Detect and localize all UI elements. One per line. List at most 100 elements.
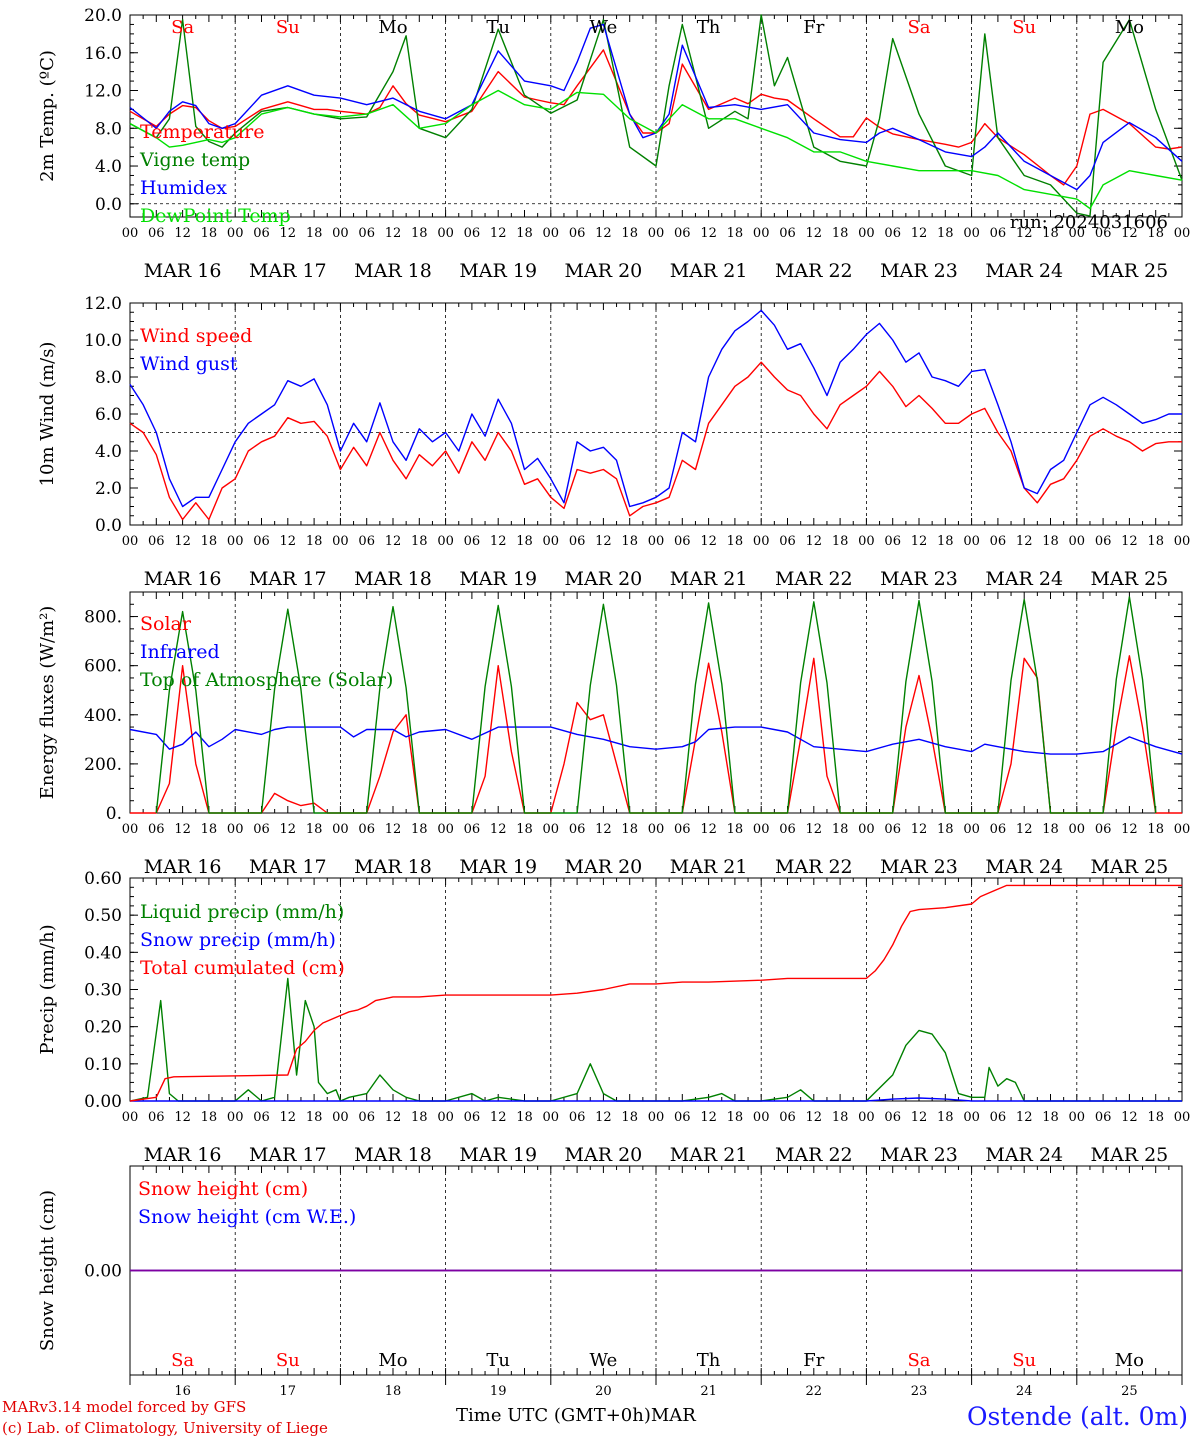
hour-tick-label: 12: [490, 1110, 507, 1125]
date-label: MAR 16: [144, 260, 222, 282]
date-label: MAR 24: [985, 260, 1063, 282]
hour-tick-label: 12: [700, 534, 717, 549]
date-label: MAR 21: [670, 1144, 748, 1166]
date-label: MAR 20: [565, 856, 643, 878]
hour-tick-label: 06: [148, 822, 165, 837]
hour-tick-label: 18: [937, 1110, 954, 1125]
hour-tick-label: 18: [727, 534, 744, 549]
hour-tick-label: 18: [201, 534, 218, 549]
hour-tick-label: 12: [385, 822, 402, 837]
hour-tick-label: 18: [621, 1110, 638, 1125]
date-label: MAR 21: [670, 260, 748, 282]
hour-tick-label: 00: [437, 822, 454, 837]
hour-tick-label: 18: [937, 226, 954, 241]
hour-tick-label: 00: [963, 226, 980, 241]
series-line-humidex: [129, 23, 1183, 191]
hour-tick-label: 12: [490, 534, 507, 549]
date-label: MAR 25: [1091, 260, 1169, 282]
hour-tick-label: 00: [1174, 534, 1191, 549]
weekday-label: Mo: [1115, 17, 1144, 38]
hour-tick-label: 00: [332, 1110, 349, 1125]
hour-tick-label: 06: [569, 822, 586, 837]
legend-entry: Snow height (cm W.E.): [138, 1206, 356, 1228]
hour-tick-label: 12: [806, 1110, 823, 1125]
y-tick-label: 0.20: [84, 1018, 122, 1038]
hour-tick-label: 18: [306, 534, 323, 549]
hour-tick-label: 00: [648, 1110, 665, 1125]
y-tick-label: 6.0: [95, 405, 122, 425]
series-line-snow-precip-mm-h-: [130, 1097, 1182, 1102]
legend-entry: Snow height (cm): [138, 1178, 308, 1200]
date-label: MAR 19: [459, 568, 537, 590]
hour-tick-label: 00: [122, 822, 139, 837]
hour-tick-label: 12: [700, 226, 717, 241]
y-tick-label: 0.10: [84, 1055, 122, 1075]
hour-tick-label: 00: [1069, 1110, 1086, 1125]
hour-tick-label: 18: [1042, 1110, 1059, 1125]
hour-tick-label: 00: [227, 534, 244, 549]
hour-tick-label: 06: [674, 534, 691, 549]
y-axis-label: 2m Temp. (ºC): [37, 50, 58, 182]
day-number-label: 19: [490, 1384, 507, 1399]
hour-tick-label: 12: [1121, 1110, 1138, 1125]
y-tick-label: 8.0: [95, 119, 122, 139]
hour-tick-label: 12: [174, 534, 191, 549]
weekday-label: We: [590, 1350, 618, 1371]
date-label: MAR 18: [354, 568, 432, 590]
y-tick-label: 0.0: [95, 195, 122, 215]
hour-tick-label: 00: [753, 1110, 770, 1125]
weekday-label: Fr: [803, 1350, 824, 1371]
hour-tick-label: 00: [648, 534, 665, 549]
date-label: MAR 22: [775, 856, 853, 878]
y-tick-label: 0.: [106, 804, 122, 824]
date-label: MAR 24: [985, 1144, 1063, 1166]
hour-tick-label: 06: [990, 1110, 1007, 1125]
hour-tick-label: 06: [1095, 822, 1112, 837]
hour-tick-label: 12: [174, 822, 191, 837]
y-axis-label: Energy fluxes (W/m²): [37, 606, 58, 800]
date-label: MAR 22: [775, 568, 853, 590]
hour-tick-label: 06: [1095, 226, 1112, 241]
legend-entry: Infrared: [140, 641, 220, 663]
date-label: MAR 17: [249, 568, 327, 590]
hour-tick-label: 00: [543, 822, 560, 837]
hour-tick-label: 12: [806, 226, 823, 241]
hour-tick-label: 06: [884, 822, 901, 837]
date-label: MAR 22: [775, 1144, 853, 1166]
hour-tick-label: 12: [385, 1110, 402, 1125]
weekday-label: Su: [1012, 1350, 1036, 1371]
hour-tick-label: 06: [779, 226, 796, 241]
hour-tick-label: 12: [385, 534, 402, 549]
hour-tick-label: 00: [122, 1110, 139, 1125]
hour-tick-label: 06: [569, 226, 586, 241]
weekday-label: Su: [276, 17, 300, 38]
hour-tick-label: 00: [227, 226, 244, 241]
hour-tick-label: 06: [253, 1110, 270, 1125]
legend-entry: Humidex: [140, 177, 227, 199]
hour-tick-label: 12: [1016, 534, 1033, 549]
legend-entry: Solar: [140, 613, 192, 635]
series-line-top-of-atmosphere-solar-: [155, 596, 1157, 814]
day-number-label: 18: [385, 1384, 402, 1399]
hour-tick-label: 18: [621, 226, 638, 241]
hour-tick-label: 18: [621, 534, 638, 549]
hour-tick-label: 12: [911, 822, 928, 837]
legend-entry: Top of Atmosphere (Solar): [140, 669, 393, 691]
hour-tick-label: 18: [1042, 822, 1059, 837]
hour-tick-label: 00: [858, 822, 875, 837]
hour-tick-label: 06: [148, 1110, 165, 1125]
hour-tick-label: 18: [1147, 534, 1164, 549]
hour-tick-label: 06: [253, 534, 270, 549]
date-label: MAR 19: [459, 260, 537, 282]
hour-tick-label: 18: [1147, 226, 1164, 241]
hour-tick-label: 00: [437, 226, 454, 241]
hour-tick-label: 12: [911, 226, 928, 241]
date-label: MAR 17: [249, 1144, 327, 1166]
date-label: MAR 17: [249, 856, 327, 878]
hour-tick-label: 00: [648, 822, 665, 837]
date-label: MAR 25: [1091, 1144, 1169, 1166]
date-label: MAR 24: [985, 856, 1063, 878]
hour-tick-label: 18: [411, 822, 428, 837]
hour-tick-label: 12: [174, 1110, 191, 1125]
date-label: MAR 20: [565, 1144, 643, 1166]
